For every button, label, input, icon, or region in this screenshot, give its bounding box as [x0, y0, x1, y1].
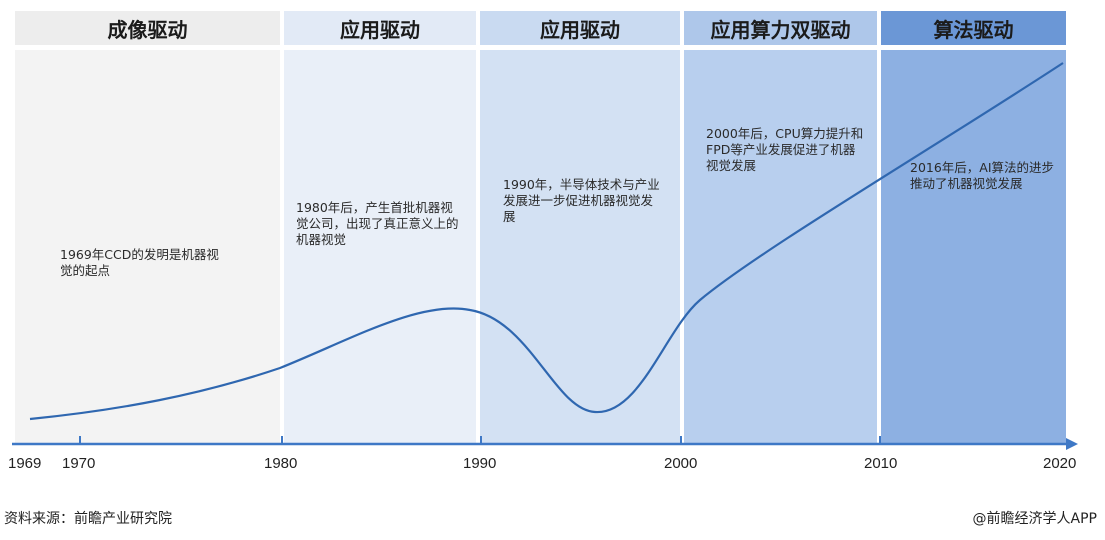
- era-note-imaging: 1969年CCD的发明是机器视觉的起点: [60, 247, 219, 278]
- era-panel-imaging: [15, 50, 280, 444]
- development-curve: [29, 62, 1064, 421]
- source-note: 资料来源：前瞻产业研究院: [4, 511, 172, 527]
- era-header-algorithm: 算法驱动: [881, 11, 1066, 45]
- era-note-algorithm: 2016年后，AI算法的进步推动了机器视觉发展: [910, 160, 1055, 191]
- tick-label-1969: 1969: [8, 455, 42, 472]
- tick-label-1970: 1970: [62, 455, 96, 472]
- era-header-dual-driven: 应用算力双驱动: [684, 11, 877, 45]
- axis-arrowhead: [1066, 438, 1078, 450]
- era-header-imaging: 成像驱动: [15, 11, 280, 45]
- tick-label-2000: 2000: [664, 455, 698, 472]
- era-note-application-2: 1990年，半导体技术与产业发展进一步促进机器视觉发展: [503, 177, 660, 224]
- era-header-application-1: 应用驱动: [284, 11, 476, 45]
- tick-label-2020: 2020: [1043, 455, 1077, 472]
- tick-label-1990: 1990: [463, 455, 497, 472]
- era-panel-dual-driven: [684, 50, 877, 444]
- era-panel-application-2: [480, 50, 680, 444]
- era-panel-application-1: [284, 50, 476, 444]
- era-note-dual-driven: 2000年后，CPU算力提升和FPD等产业发展促进了机器视觉发展: [706, 126, 864, 173]
- tick-label-1980: 1980: [264, 455, 298, 472]
- tick-label-2010: 2010: [864, 455, 898, 472]
- era-panel-algorithm: [881, 50, 1066, 444]
- era-header-application-2: 应用驱动: [480, 11, 680, 45]
- credit-note: @前瞻经济学人APP: [972, 511, 1097, 527]
- era-note-application-1: 1980年后，产生首批机器视觉公司，出现了真正意义上的机器视觉: [296, 200, 459, 247]
